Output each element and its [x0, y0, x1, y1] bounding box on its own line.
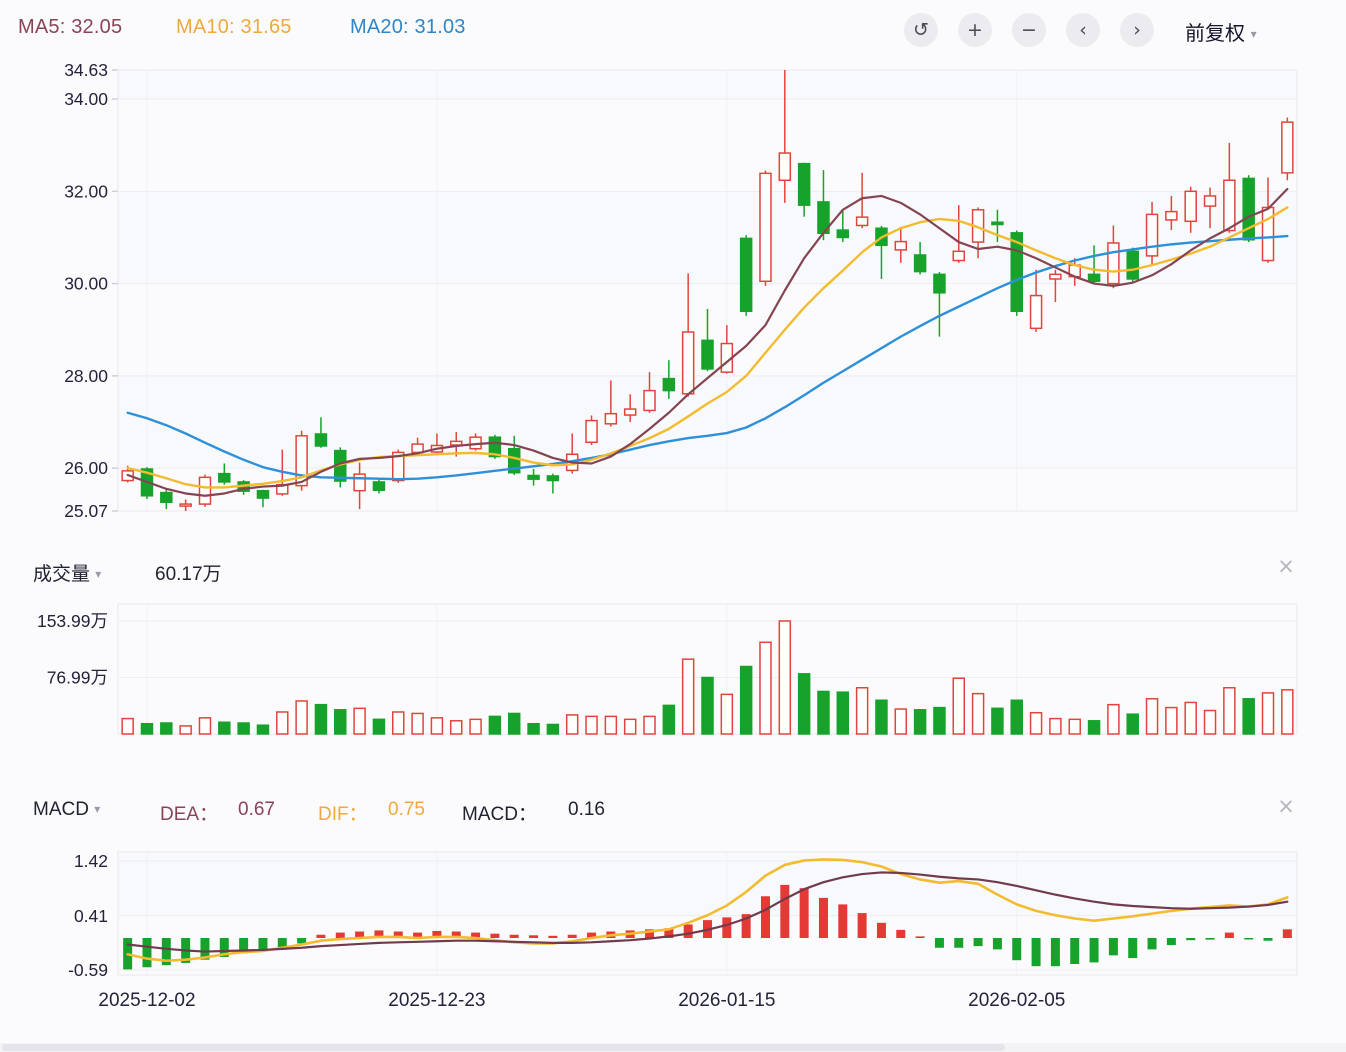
svg-text:34.63: 34.63	[64, 60, 108, 80]
horizontal-scrollbar-thumb[interactable]	[2, 1044, 1005, 1051]
axis-labels: 34.63 34.00 32.00 30.00 28.00 26.00 25.07 153.9…	[37, 60, 1065, 1011]
svg-text:1.42: 1.42	[74, 851, 108, 871]
close-volume-panel-icon[interactable]: ×	[1277, 554, 1295, 578]
svg-text:76.99万: 76.99万	[47, 668, 108, 688]
zoom-out-button[interactable]: −	[1012, 13, 1046, 47]
svg-text:153.99万: 153.99万	[37, 611, 108, 631]
macd-value: 0.16	[568, 799, 605, 820]
chevron-down-icon: ▾	[94, 802, 101, 816]
undo-button[interactable]: ↺	[904, 13, 938, 47]
candlesticks	[121, 70, 1294, 511]
volume-bars	[121, 620, 1294, 735]
dif-value: 0.75	[388, 799, 425, 820]
svg-text:28.00: 28.00	[64, 366, 108, 386]
svg-text:2026-01-15: 2026-01-15	[678, 990, 775, 1011]
svg-text:0.41: 0.41	[74, 906, 108, 926]
macd-label: MACD：	[462, 804, 537, 825]
ma20-legend: MA20: 31.03	[350, 16, 466, 38]
svg-text:2026-02-05: 2026-02-05	[968, 990, 1065, 1011]
macd-title: MACD	[33, 799, 89, 820]
adjust-mode-dropdown[interactable]: 前复权 ▾	[1185, 17, 1257, 46]
dif-label: DIF：	[318, 804, 368, 825]
chevron-down-icon: ▾	[1250, 27, 1257, 41]
dea-value: 0.67	[238, 799, 275, 820]
dea-label: DEA：	[160, 804, 219, 825]
pan-right-button[interactable]: ›	[1120, 13, 1154, 47]
pan-left-button[interactable]: ‹	[1066, 13, 1100, 47]
chevron-down-icon: ▾	[95, 567, 102, 581]
volume-current-value: 60.17万	[155, 564, 222, 585]
svg-text:34.00: 34.00	[64, 89, 108, 109]
svg-text:30.00: 30.00	[64, 274, 108, 294]
svg-text:32.00: 32.00	[64, 181, 108, 201]
indicator-lines	[126, 187, 1289, 963]
svg-text:2025-12-23: 2025-12-23	[388, 990, 485, 1011]
svg-text:2025-12-02: 2025-12-02	[98, 990, 195, 1011]
ma5-legend: MA5: 32.05	[18, 16, 123, 38]
svg-text:26.00: 26.00	[64, 458, 108, 478]
svg-text:25.07: 25.07	[64, 501, 108, 521]
macd-indicator-dropdown[interactable]: MACD ▾	[33, 799, 100, 821]
volume-indicator-dropdown[interactable]: 成交量 ▾	[33, 559, 101, 586]
gridlines	[112, 69, 1298, 976]
adjust-mode-label: 前复权	[1185, 23, 1245, 45]
zoom-in-button[interactable]: +	[958, 13, 992, 47]
ma10-legend: MA10: 31.65	[176, 16, 292, 38]
svg-text:-0.59: -0.59	[68, 960, 108, 980]
close-macd-panel-icon[interactable]: ×	[1277, 794, 1295, 818]
volume-title: 成交量	[33, 564, 91, 585]
plot-bands	[118, 70, 1297, 916]
